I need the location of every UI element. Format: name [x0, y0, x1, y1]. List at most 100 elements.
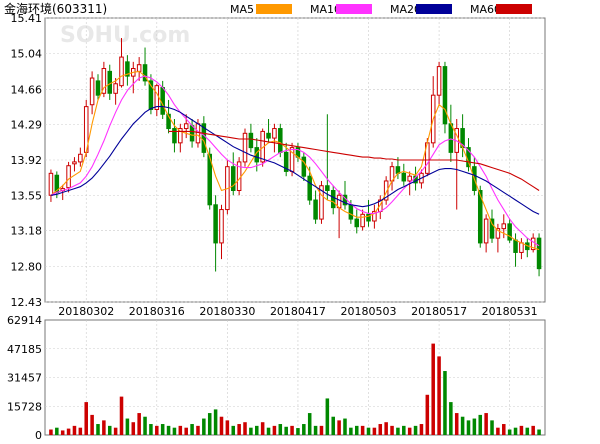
x-tick-label: 20180531 [482, 305, 538, 318]
volume-bar [190, 424, 194, 435]
candle-body [266, 132, 271, 139]
y-tick-label: 12.80 [11, 261, 43, 274]
x-tick-label: 20180517 [411, 305, 467, 318]
candle-body [495, 228, 501, 239]
candle-body [272, 128, 277, 139]
x-tick-label: 20180417 [270, 305, 326, 318]
volume-bar [202, 418, 206, 435]
volume-bar [402, 425, 406, 435]
ma-line-ma5 [50, 70, 540, 251]
volume-bar [349, 427, 353, 435]
volume-bar [531, 425, 535, 435]
candle-body [119, 56, 124, 87]
candle-body [107, 70, 113, 94]
legend-swatch-ma20 [416, 4, 452, 14]
volume-bar [272, 425, 277, 435]
volume-bar [325, 398, 330, 435]
candle-body [383, 180, 389, 201]
candle-body [483, 218, 489, 244]
volume-bar [507, 429, 512, 435]
volume-bar [78, 427, 83, 435]
candle-body [278, 128, 283, 153]
volume-bar [55, 427, 59, 435]
volume-bar [390, 425, 394, 435]
volume-bar [478, 414, 483, 435]
candle-body [448, 123, 454, 153]
candle-body [242, 132, 248, 163]
volume-bar [519, 425, 524, 435]
candle-body [160, 87, 165, 115]
candle-body [354, 218, 360, 228]
candle-body [501, 223, 507, 230]
volume-bar [172, 427, 177, 435]
volume-bar [343, 418, 347, 435]
volume-bar [72, 425, 77, 435]
legend-swatch-ma60 [496, 4, 532, 14]
candle-body [307, 175, 312, 201]
volume-bar [419, 424, 424, 435]
y-tick-label: 13.18 [11, 225, 43, 238]
volume-bar [313, 425, 318, 435]
volume-bar [66, 428, 71, 435]
candle-body [519, 242, 524, 253]
ma-line-ma20 [50, 106, 540, 215]
volume-y-tick-label: 0 [35, 429, 42, 440]
volume-bar [60, 430, 65, 435]
candle-body [283, 151, 289, 172]
candle-body [78, 153, 83, 163]
volume-bar [384, 422, 388, 435]
candle-body [72, 161, 77, 165]
candle-body [183, 123, 189, 130]
volume-bar [372, 427, 377, 435]
candle-body [201, 123, 207, 153]
candle-body [178, 128, 183, 144]
candle-body [401, 172, 407, 182]
candle-body [125, 61, 130, 77]
volume-bar [496, 427, 500, 435]
volume-bar [490, 420, 494, 435]
volume-bar [354, 425, 359, 435]
volume-bar [413, 425, 418, 435]
volume-bar [166, 425, 171, 435]
volume-bar [425, 394, 430, 435]
candle-body [442, 66, 448, 125]
volume-bar [255, 425, 259, 435]
volume-bar [466, 420, 471, 435]
candle-body [325, 185, 330, 191]
ma-line-ma10 [50, 75, 540, 247]
candle-body [536, 237, 542, 270]
y-tick-label: 13.92 [11, 154, 43, 167]
volume-bar [143, 416, 147, 435]
legend-label-ma20: MA20 [390, 3, 421, 16]
candle-body [366, 213, 371, 222]
volume-bar [225, 420, 230, 435]
volume-bar [454, 413, 459, 435]
volume-bar [125, 418, 130, 435]
candle-body [189, 125, 195, 142]
candle-body [136, 64, 142, 72]
legend-label-ma5: MA5 [230, 3, 254, 16]
candle-body [66, 165, 71, 189]
candle-body [513, 239, 518, 253]
candle-body [89, 77, 95, 106]
volume-bar [178, 425, 183, 435]
candle-body [507, 223, 512, 241]
volume-bar [237, 424, 241, 435]
volume-bar [49, 429, 53, 435]
volume-bar [360, 425, 365, 435]
volume-bar [443, 371, 447, 435]
legend-swatch-ma10 [336, 4, 372, 14]
candle-body [172, 128, 177, 144]
candle-body [477, 189, 483, 244]
candle-body [372, 210, 377, 222]
legend-label-ma10: MA10 [310, 3, 341, 16]
candle-body [154, 85, 160, 110]
candle-body [195, 123, 201, 144]
watermark: SOHU.com [60, 23, 190, 48]
ma-line-ma60 [168, 130, 540, 191]
candle-body [230, 166, 236, 191]
volume-y-tick-label: 31457 [7, 372, 42, 385]
volume-bar [431, 343, 435, 435]
